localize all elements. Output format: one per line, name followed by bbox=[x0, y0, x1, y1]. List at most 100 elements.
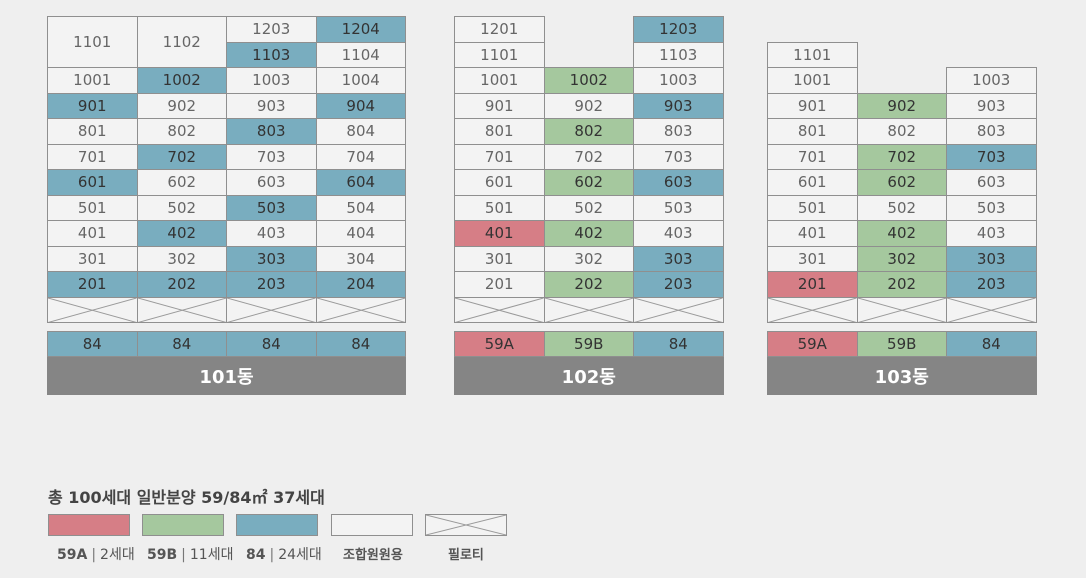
legend-label: 필로티 bbox=[448, 544, 484, 563]
unit-type-cell: 84 bbox=[315, 331, 406, 357]
unit-cell: 404 bbox=[315, 220, 406, 247]
legend-type: 84 bbox=[246, 547, 266, 563]
unit-cell: 201 bbox=[454, 271, 545, 298]
unit-cell: 1101 bbox=[454, 41, 545, 68]
legend-label: 84 | 24세대 bbox=[246, 544, 322, 564]
unit-type-cell: 59A bbox=[454, 331, 545, 357]
legend-separator: | bbox=[269, 547, 275, 563]
unit-cell: 704 bbox=[315, 143, 406, 170]
unit-cell: 901 bbox=[454, 92, 545, 119]
unit-cell: 1004 bbox=[315, 67, 406, 94]
unit-cell: 501 bbox=[767, 194, 858, 221]
legend-swatch bbox=[48, 514, 130, 536]
unit-cell: 304 bbox=[315, 245, 406, 272]
unit-cell: 601 bbox=[47, 169, 138, 196]
unit-cell: 702 bbox=[543, 143, 634, 170]
unit-cell: 202 bbox=[543, 271, 634, 298]
unit-cell: 302 bbox=[543, 245, 634, 272]
unit-cell: 501 bbox=[454, 194, 545, 221]
unit-cell: 601 bbox=[454, 169, 545, 196]
unit-cell: 903 bbox=[633, 92, 724, 119]
unit-cell: 703 bbox=[633, 143, 724, 170]
unit-cell: 1002 bbox=[543, 67, 634, 94]
unit-cell: 502 bbox=[543, 194, 634, 221]
unit-cell: 802 bbox=[543, 118, 634, 145]
unit-cell: 801 bbox=[767, 118, 858, 145]
unit-cell: 802 bbox=[856, 118, 947, 145]
unit-cell: 303 bbox=[226, 245, 317, 272]
piloti-cell bbox=[856, 296, 947, 323]
unit-cell: 301 bbox=[47, 245, 138, 272]
unit-cell: 603 bbox=[946, 169, 1037, 196]
legend-label: 59A | 2세대 bbox=[57, 544, 135, 564]
unit-cell: 402 bbox=[543, 220, 634, 247]
unit-type-cell: 84 bbox=[946, 331, 1037, 357]
unit-cell: 402 bbox=[136, 220, 227, 247]
unit-cell: 1203 bbox=[633, 16, 724, 43]
unit-cell: 602 bbox=[136, 169, 227, 196]
unit-type-cell: 59B bbox=[856, 331, 947, 357]
unit-cell: 503 bbox=[633, 194, 724, 221]
unit-type-cell: 84 bbox=[633, 331, 724, 357]
legend-type: 조합원원용 bbox=[343, 548, 403, 563]
unit-cell: 403 bbox=[226, 220, 317, 247]
unit-cell: 1203 bbox=[226, 16, 317, 43]
unit-cell: 1204 bbox=[315, 16, 406, 43]
legend-separator: | bbox=[181, 547, 186, 563]
unit-cell: 801 bbox=[47, 118, 138, 145]
unit-cell: 604 bbox=[315, 169, 406, 196]
legend-type: 필로티 bbox=[448, 548, 484, 563]
unit-cell: 1101 bbox=[767, 41, 858, 68]
unit-cell: 903 bbox=[226, 92, 317, 119]
unit-cell: 1103 bbox=[633, 41, 724, 68]
unit-cell: 904 bbox=[315, 92, 406, 119]
unit-cell: 703 bbox=[226, 143, 317, 170]
legend-swatch bbox=[236, 514, 318, 536]
unit-cell: 603 bbox=[226, 169, 317, 196]
unit-type-cell: 84 bbox=[226, 331, 317, 357]
unit-cell: 603 bbox=[633, 169, 724, 196]
unit-cell: 402 bbox=[856, 220, 947, 247]
unit-cell: 804 bbox=[315, 118, 406, 145]
unit-cell: 302 bbox=[856, 245, 947, 272]
piloti-cell bbox=[136, 296, 227, 323]
unit-cell: 803 bbox=[946, 118, 1037, 145]
unit-cell: 203 bbox=[633, 271, 724, 298]
unit-cell: 701 bbox=[47, 143, 138, 170]
unit-cell: 802 bbox=[136, 118, 227, 145]
unit-cell: 401 bbox=[454, 220, 545, 247]
unit-type-cell: 84 bbox=[47, 331, 138, 357]
unit-cell: 601 bbox=[767, 169, 858, 196]
unit-cell: 502 bbox=[136, 194, 227, 221]
unit-cell: 1003 bbox=[226, 67, 317, 94]
unit-cell: 503 bbox=[946, 194, 1037, 221]
unit-cell: 403 bbox=[633, 220, 724, 247]
piloti-cell bbox=[946, 296, 1037, 323]
unit-cell: 903 bbox=[946, 92, 1037, 119]
unit-cell: 703 bbox=[946, 143, 1037, 170]
unit-cell: 204 bbox=[315, 271, 406, 298]
unit-cell: 1104 bbox=[315, 41, 406, 68]
unit-cell: 403 bbox=[946, 220, 1037, 247]
legend-type: 59B bbox=[147, 547, 178, 563]
unit-cell: 401 bbox=[47, 220, 138, 247]
piloti-cell bbox=[454, 296, 545, 323]
building-name: 102동 bbox=[454, 357, 724, 395]
legend-type: 59A bbox=[57, 547, 88, 563]
unit-type-cell: 84 bbox=[136, 331, 227, 357]
summary-text: 총 100세대 일반분양 59/84㎡ 37세대 bbox=[48, 488, 325, 507]
unit-cell: 902 bbox=[856, 92, 947, 119]
piloti-cell bbox=[633, 296, 724, 323]
unit-cell: 901 bbox=[767, 92, 858, 119]
unit-type-cell: 59A bbox=[767, 331, 858, 357]
unit-cell: 303 bbox=[633, 245, 724, 272]
piloti-cell bbox=[543, 296, 634, 323]
piloti-cell bbox=[226, 296, 317, 323]
unit-cell: 702 bbox=[856, 143, 947, 170]
legend-count: 11세대 bbox=[189, 547, 234, 563]
unit-cell: 303 bbox=[946, 245, 1037, 272]
unit-cell: 503 bbox=[226, 194, 317, 221]
legend-count: 2세대 bbox=[100, 547, 135, 563]
unit-cell: 1103 bbox=[226, 41, 317, 68]
